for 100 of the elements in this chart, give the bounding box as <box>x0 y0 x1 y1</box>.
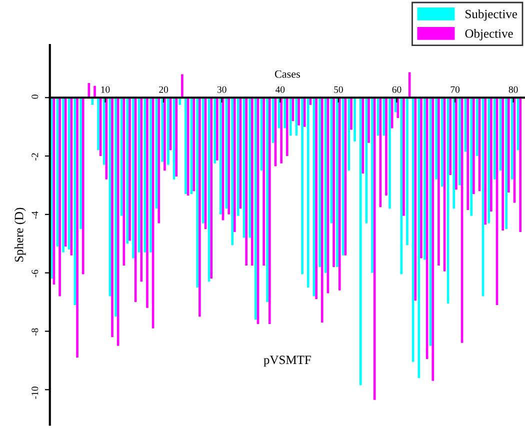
bar <box>289 98 292 136</box>
x-tick-label: 30 <box>217 86 226 93</box>
x-tick-label: 40 <box>275 86 285 93</box>
bar <box>114 98 117 317</box>
bar <box>484 98 487 225</box>
bar <box>458 98 461 186</box>
bar <box>58 98 61 296</box>
bar <box>368 98 370 143</box>
bar <box>400 98 403 274</box>
bar <box>470 98 473 216</box>
bar <box>418 98 420 378</box>
bar <box>449 98 452 176</box>
y-axis-title: Sphere (D) <box>14 208 26 262</box>
x-tick-label: 10 <box>101 86 110 93</box>
bar <box>455 98 458 190</box>
x-tick-label: 70 <box>450 86 460 93</box>
bar <box>350 98 352 130</box>
bar <box>234 98 236 232</box>
bar <box>494 98 496 180</box>
bar <box>354 98 356 142</box>
bar <box>502 98 504 230</box>
bar <box>396 98 400 118</box>
x-tick-label: 80 <box>508 86 518 93</box>
bar <box>150 98 152 252</box>
bar <box>164 98 166 171</box>
bar <box>181 74 184 98</box>
bar <box>94 86 96 98</box>
bar <box>248 98 251 238</box>
bar <box>376 98 380 136</box>
bar <box>435 98 438 180</box>
bar <box>76 98 78 358</box>
bar <box>192 98 196 192</box>
bar <box>452 98 456 209</box>
bar <box>80 98 82 230</box>
x-axis-title: Cases <box>274 70 300 78</box>
bar <box>414 98 417 301</box>
bar <box>231 98 234 246</box>
bar <box>505 98 508 230</box>
x-tick-label: 20 <box>159 86 168 93</box>
bar <box>146 98 148 308</box>
bar <box>466 98 470 210</box>
x-tick-label: 50 <box>334 86 343 93</box>
bar <box>99 98 102 156</box>
bar <box>161 98 164 162</box>
bar <box>237 98 240 216</box>
bar <box>214 98 216 164</box>
y-tick-label: -2 <box>32 153 38 160</box>
bar <box>122 98 126 266</box>
bar <box>144 98 146 252</box>
bar <box>216 98 218 160</box>
bar <box>126 98 129 244</box>
bar <box>210 98 213 279</box>
bar <box>245 98 248 266</box>
y-tick-label: -4 <box>32 211 38 219</box>
bar <box>424 98 426 260</box>
bar <box>519 98 522 232</box>
bar <box>303 98 306 127</box>
bar <box>284 98 286 128</box>
legend-label: Objective <box>465 28 513 40</box>
bar <box>371 98 374 273</box>
bar <box>388 98 391 209</box>
bar <box>336 98 338 268</box>
bar <box>338 98 341 290</box>
bar <box>198 98 201 317</box>
bar <box>254 98 257 320</box>
bar <box>373 98 376 400</box>
bar <box>64 98 67 247</box>
bar <box>97 98 100 150</box>
bar <box>111 98 114 338</box>
bar <box>332 98 335 268</box>
bar <box>268 98 271 324</box>
bar <box>402 98 405 216</box>
annotation: pVSMTF <box>264 356 311 367</box>
bar <box>406 98 408 246</box>
bar <box>140 98 143 282</box>
bar <box>301 98 304 274</box>
bar <box>420 98 422 258</box>
bar <box>175 98 178 176</box>
bar <box>82 98 84 274</box>
bar <box>385 98 388 196</box>
bar <box>490 98 492 212</box>
bar <box>315 98 318 300</box>
bar <box>476 98 478 156</box>
bar <box>158 98 160 224</box>
bar <box>167 98 170 165</box>
bar <box>102 98 106 165</box>
legend-label: Subjective <box>466 9 518 21</box>
bar <box>438 98 440 266</box>
bar <box>320 98 324 322</box>
bar <box>342 98 344 256</box>
bar <box>441 98 444 187</box>
bar <box>220 98 222 214</box>
y-tick-label: -10 <box>32 386 38 399</box>
y-tick-label: -6 <box>32 270 38 278</box>
bar <box>251 98 254 266</box>
bar <box>62 98 64 252</box>
bar <box>432 98 434 381</box>
y-tick-label: -8 <box>32 328 38 336</box>
bar <box>128 98 131 241</box>
bar <box>196 98 199 288</box>
